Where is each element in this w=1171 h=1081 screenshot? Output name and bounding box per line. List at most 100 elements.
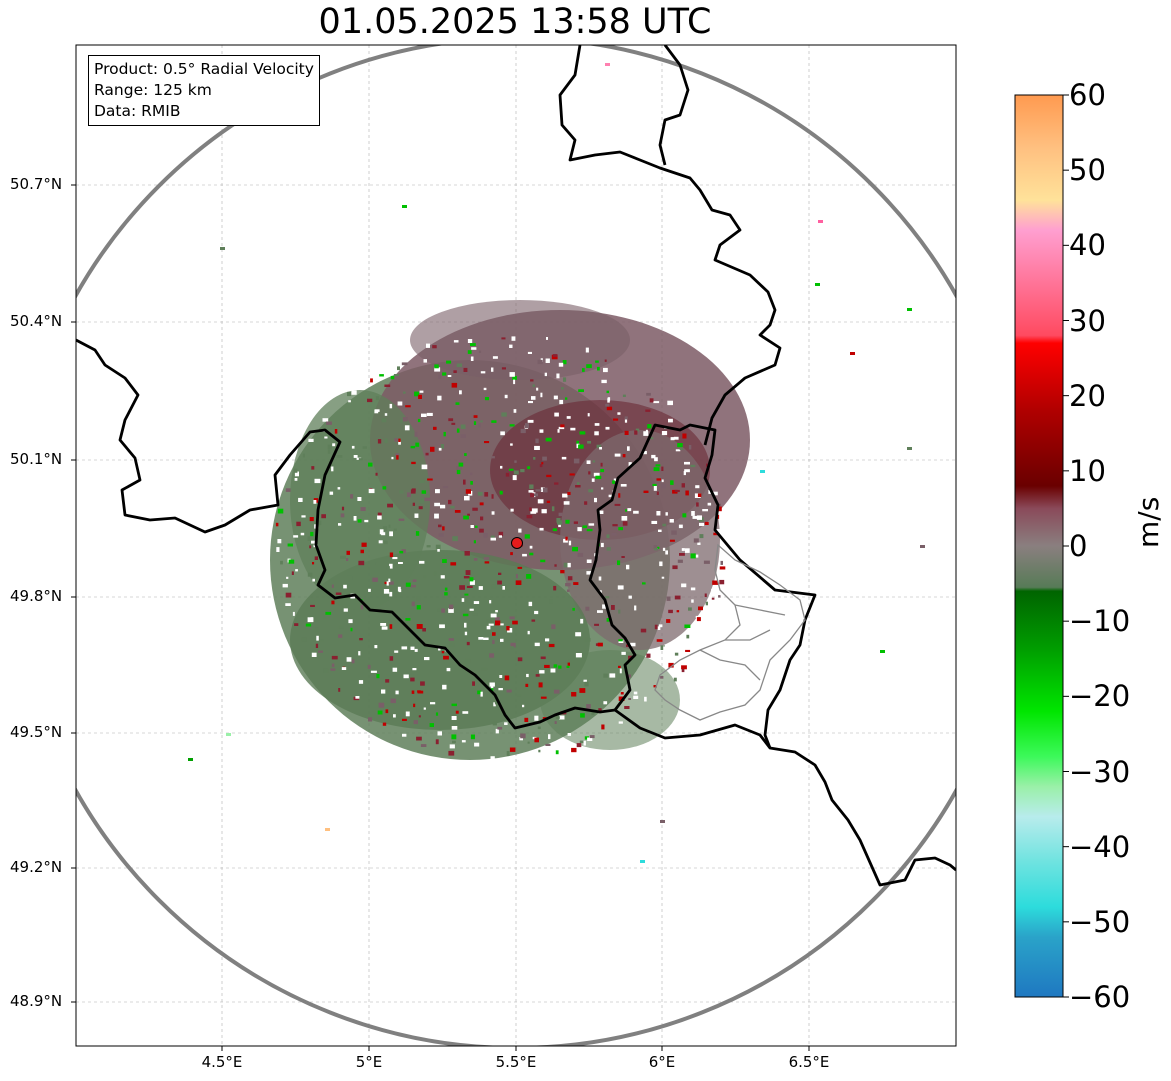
echo-speckle: [687, 634, 692, 639]
isolated-echo: [660, 820, 665, 823]
echo-speckle: [316, 635, 319, 641]
echo-speckle: [601, 724, 605, 730]
echo-speckle: [393, 714, 396, 718]
echo-speckle: [690, 464, 696, 468]
echo-speckle: [611, 532, 617, 536]
echo-speckle: [484, 561, 490, 564]
echo-speckle: [401, 549, 406, 554]
echo-speckle: [442, 372, 447, 376]
info-box: Product: 0.5° Radial Velocity Range: 125…: [88, 55, 320, 126]
echo-speckle: [672, 565, 678, 570]
echo-speckle: [510, 443, 513, 446]
echo-speckle: [464, 593, 469, 596]
echo-speckle: [553, 664, 558, 668]
echo-speckle: [405, 582, 411, 587]
echo-speckle: [660, 645, 665, 650]
echo-speckle: [705, 601, 708, 606]
echo-speckle: [682, 513, 687, 518]
echo-speckle: [347, 391, 352, 397]
echo-speckle: [427, 478, 433, 481]
echo-speckle: [341, 667, 347, 670]
echo-speckle: [430, 702, 436, 705]
echo-speckle: [586, 704, 591, 709]
echo-speckle: [416, 596, 421, 602]
echo-speckle: [675, 449, 681, 452]
lon-label-5: 5°E: [355, 1053, 383, 1071]
echo-speckle: [499, 675, 503, 678]
echo-speckle: [450, 505, 455, 509]
echo-speckle: [462, 613, 469, 617]
echo-speckle: [540, 656, 546, 660]
echo-speckle: [606, 547, 611, 551]
echo-speckle: [380, 623, 387, 626]
echo-speckle: [495, 610, 498, 613]
echo-speckle: [633, 691, 638, 695]
echo-speckle: [578, 444, 584, 449]
echo-speckle: [441, 651, 445, 654]
echo-speckle: [645, 429, 648, 433]
lat-label-49-8: 49.8°N: [10, 587, 63, 605]
echo-speckle: [525, 423, 529, 428]
echo-speckle: [618, 527, 623, 531]
echo-speckle: [411, 461, 416, 465]
echo-speckle: [465, 489, 471, 494]
echo-speckle: [338, 523, 342, 526]
echo-speckle: [368, 488, 375, 494]
echo-speckle: [340, 513, 345, 518]
echo-speckle: [527, 741, 530, 744]
echo-speckle: [560, 424, 565, 428]
echo-speckle: [501, 337, 506, 340]
echo-speckle: [389, 656, 394, 661]
echo-speckle: [522, 553, 527, 557]
echo-speckle: [490, 756, 495, 762]
echo-speckle: [633, 510, 639, 514]
echo-speckle: [597, 366, 600, 371]
border-nl-de: [558, 45, 782, 446]
echo-speckle: [626, 644, 630, 647]
echo-speckle: [653, 467, 660, 472]
radar-echoes: [270, 300, 750, 760]
echo-speckle: [606, 534, 610, 539]
echo-speckle: [569, 522, 574, 525]
echo-speckle: [646, 392, 651, 396]
echo-speckle: [410, 646, 415, 650]
echo-speckle: [412, 668, 417, 671]
echo-speckle: [528, 601, 533, 607]
echo-speckle: [379, 529, 384, 535]
echo-speckle: [403, 391, 406, 394]
echo-speckle: [484, 492, 489, 497]
echo-speckle: [423, 575, 427, 579]
echo-speckle: [414, 431, 418, 437]
echo-speckle: [444, 587, 448, 591]
echo-speckle: [510, 552, 513, 556]
echo-speckle: [546, 474, 552, 478]
echo-speckle: [405, 618, 411, 621]
echo-speckle: [545, 638, 550, 642]
echo-speckle: [584, 637, 591, 642]
echo-speckle: [620, 484, 627, 487]
echo-speckle: [389, 531, 393, 537]
echo-speckle: [382, 722, 387, 726]
echo-speckle: [579, 688, 586, 693]
echo-speckle: [635, 428, 640, 432]
echo-speckle: [449, 642, 455, 647]
echo-speckle: [691, 511, 695, 516]
echo-speckle: [463, 661, 468, 666]
echo-speckle: [448, 638, 454, 641]
echo-speckle: [512, 376, 517, 380]
echo-speckle: [603, 673, 608, 678]
echo-speckle: [669, 519, 674, 523]
echo-speckle: [348, 400, 351, 403]
lon-label-4-5: 4.5°E: [201, 1053, 243, 1071]
echo-speckle: [685, 548, 690, 553]
echo-speckle: [597, 642, 603, 647]
echo-speckle: [577, 482, 580, 485]
echo-speckle: [504, 722, 508, 725]
echo-speckle: [696, 515, 702, 520]
echo-speckle: [451, 726, 458, 730]
echo-speckle: [540, 392, 543, 398]
echo-speckle: [642, 582, 646, 585]
echo-speckle: [692, 515, 698, 519]
echo-speckle: [277, 539, 282, 544]
echo-speckle: [358, 458, 363, 461]
